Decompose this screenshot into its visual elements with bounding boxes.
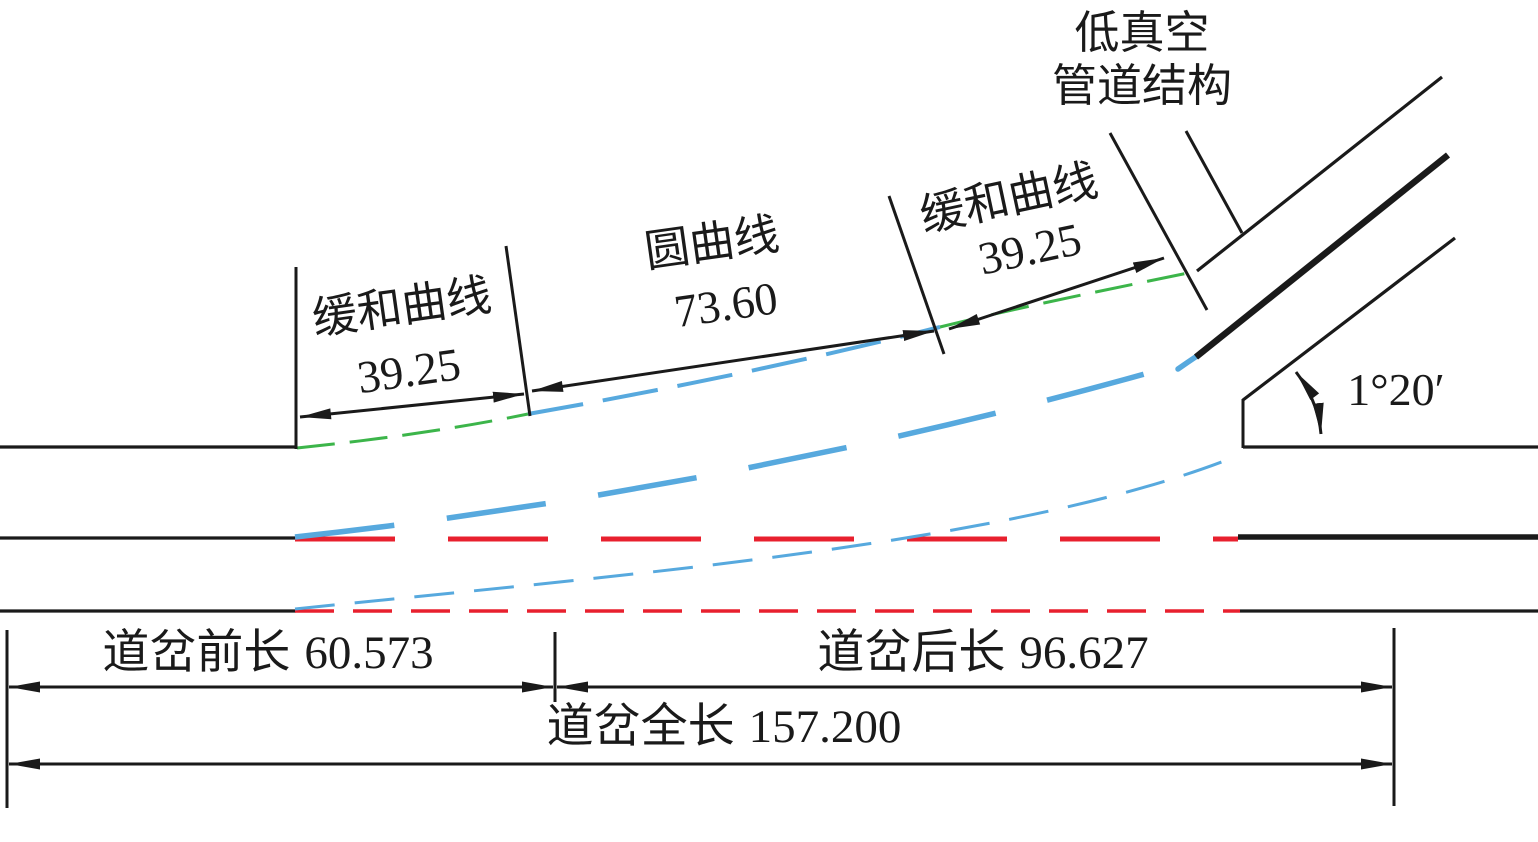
- transition-curve-1-value: 39.25: [354, 338, 464, 403]
- diverging-centerline-dashed: [294, 360, 1184, 540]
- angle-value: 1°20′: [1347, 364, 1444, 415]
- circular-curve-value: 73.60: [671, 272, 781, 337]
- structure-note: 低真空 管道结构: [1052, 8, 1232, 111]
- tick-transition1-end: [504, 245, 532, 417]
- diverging-track-bottom-rail-straight: [1242, 236, 1456, 402]
- length-dimensions: 道岔前长 60.573 道岔后长 96.627 道岔全长 157.200: [5, 627, 1396, 808]
- frog-angle: 1°20′: [1294, 364, 1445, 435]
- total-length-value: 157.200: [749, 701, 902, 753]
- rear-length-text: 道岔后长 96.627: [817, 627, 1148, 679]
- dimension-transition2-line: [948, 256, 1165, 331]
- dimension-transition1-line: [299, 391, 525, 420]
- rear-length-value: 96.627: [1019, 627, 1148, 679]
- section-ticks: [294, 130, 1244, 449]
- total-length-label: 道岔全长: [547, 701, 735, 753]
- rear-length-label: 道岔后长: [817, 627, 1005, 679]
- structure-leader-line: [1184, 130, 1244, 234]
- dimension-circular-line: [531, 329, 935, 393]
- front-length-label: 道岔前长: [102, 627, 290, 679]
- total-length-text: 道岔全长 157.200: [547, 701, 902, 753]
- diverging-bottom-rail-dashed: [294, 456, 1233, 611]
- front-length-text: 道岔前长 60.573: [102, 627, 433, 679]
- structure-note-line2: 管道结构: [1052, 61, 1232, 111]
- curve-dimensions: 缓和曲线 39.25 圆曲线 73.60 缓和曲线 39.25: [299, 155, 1165, 420]
- angle-arc-arrow: [1294, 371, 1324, 435]
- transition-curve-1-label: 缓和曲线: [309, 270, 494, 345]
- tick-transition2-end: [1108, 132, 1209, 311]
- diverging-centerline-tip: [1175, 353, 1200, 372]
- circular-curve-label: 圆曲线: [642, 209, 783, 277]
- front-length-value: 60.573: [304, 627, 433, 679]
- diverging-track: [294, 75, 1456, 611]
- diverging-track-centerline-straight: [1193, 152, 1451, 360]
- structure-note-line1: 低真空: [1074, 8, 1209, 58]
- straight-track: [0, 399, 1538, 613]
- diverging-track-top-rail-straight: [1196, 75, 1443, 273]
- transition-curve-1-path: [296, 412, 529, 450]
- tick-circular-end: [887, 195, 946, 355]
